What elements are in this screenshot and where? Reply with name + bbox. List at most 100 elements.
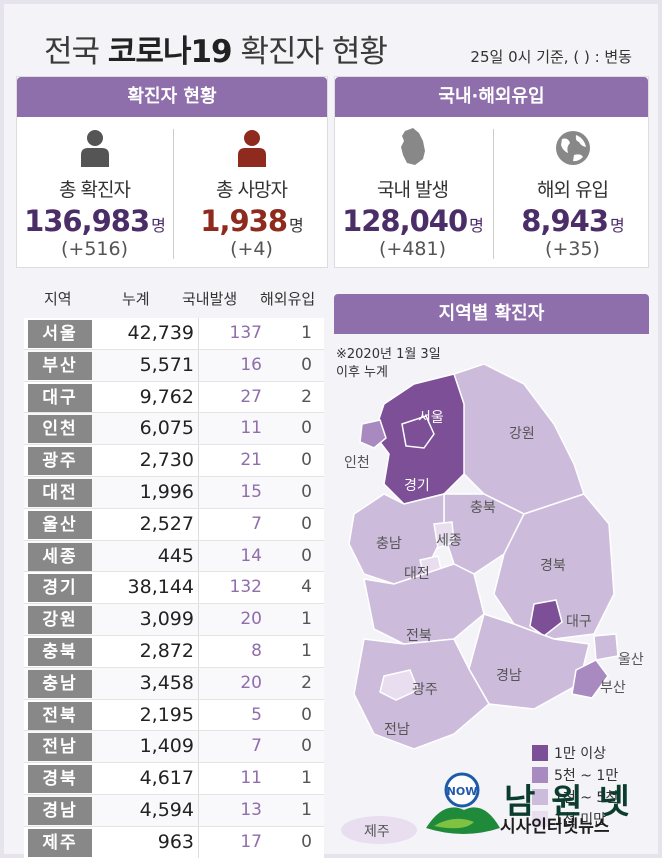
label-jeju: 제주 — [364, 824, 390, 840]
stat-label: 총 확진자 — [59, 179, 131, 201]
divider — [198, 794, 199, 826]
region-name: 광주 — [28, 447, 92, 476]
korea-region-map: 서울 인천 경기 강원 충북 세종 충남 대전 경북 대구 전북 울산 부산 경… — [341, 364, 644, 844]
legend-label: 5천 ~ 1만 — [554, 768, 619, 784]
region-name: 강원 — [28, 606, 92, 635]
namwon-net-emblem: NOW — [426, 772, 500, 834]
table-row: 전남 1,409 7 0 — [24, 731, 324, 764]
table-row: 부산 5,571 16 0 — [24, 349, 324, 382]
namwon-net-logo: NOW 남원넷 시사인터넷뉴스 — [424, 770, 656, 858]
label-gangwon: 강원 — [509, 426, 535, 442]
page-title: 전국 코로나19 확진자 현황 — [44, 34, 388, 70]
domestic-overseas-panel: 국내·해외유입 국내 발생 128,040 명 (+481) 해외 유입 8,94… — [334, 76, 649, 268]
korea-map-icon — [335, 127, 490, 167]
region-name: 대구 — [28, 383, 92, 412]
overseas-cases: 0 — [301, 450, 312, 471]
table-row: 대구 9,762 27 2 — [24, 381, 324, 414]
table-row: 광주 2,730 21 0 — [24, 445, 324, 477]
stat-value: 136,983 명 — [24, 204, 166, 238]
region-name: 전북 — [28, 701, 92, 730]
total-cases: 2,872 — [139, 639, 194, 662]
domestic-cases: 13 — [240, 799, 262, 820]
total-cases: 6,075 — [139, 417, 194, 440]
total-cases: 4,594 — [139, 798, 194, 821]
logo-subtitle: 시사인터넷뉴스 — [500, 817, 610, 837]
overseas-stat: 해외 유입 8,943 명 (+35) — [495, 127, 650, 260]
total-confirmed-stat: 총 확진자 136,983 명 (+516) — [17, 127, 172, 260]
region-name: 충남 — [28, 669, 92, 698]
overseas-cases: 0 — [301, 513, 312, 534]
svg-text:NOW: NOW — [447, 785, 478, 798]
region-jeonbuk — [363, 563, 485, 645]
region-busan — [571, 659, 609, 699]
label-sejong: 세종 — [436, 533, 462, 549]
label-jeonnam: 전남 — [384, 722, 410, 738]
divider — [198, 445, 199, 476]
region-name: 충북 — [28, 637, 92, 666]
logo-name: 남원넷 — [504, 782, 646, 822]
globe-icon — [495, 127, 650, 167]
legend-item: 1만 이상 — [532, 742, 618, 764]
label-jeonbuk: 전북 — [406, 628, 432, 644]
label-seoul: 서울 — [418, 410, 444, 426]
divider — [198, 540, 199, 572]
overseas-cases: 0 — [301, 354, 312, 375]
divider — [198, 349, 199, 381]
domestic-cases: 11 — [240, 418, 262, 439]
stat-label: 해외 유입 — [537, 179, 609, 201]
overseas-cases: 0 — [301, 545, 312, 566]
table-row: 경북 4,617 11 1 — [24, 763, 324, 795]
legend-swatch — [532, 789, 548, 805]
domestic-cases: 132 — [229, 577, 262, 598]
region-gwangju — [379, 669, 419, 701]
col-header-region: 지역 — [44, 290, 72, 308]
table-row: 세종 445 14 0 — [24, 540, 324, 573]
overseas-cases: 0 — [301, 481, 312, 502]
table-row: 충북 2,872 8 1 — [24, 635, 324, 668]
map-heading: 지역별 확진자 — [334, 294, 649, 334]
col-header-overseas: 해외유입 — [260, 290, 316, 308]
divider — [198, 763, 199, 794]
domestic-cases: 11 — [240, 768, 262, 789]
domestic-cases: 21 — [240, 450, 262, 471]
label-daegu: 대구 — [566, 614, 592, 630]
region-gyeongbuk — [493, 493, 615, 640]
stat-change: (+35) — [545, 238, 600, 260]
region-name: 울산 — [28, 510, 92, 539]
divider — [198, 604, 199, 635]
stat-change: (+4) — [230, 238, 273, 260]
region-daegu — [529, 599, 563, 637]
divider — [198, 508, 199, 540]
region-jeonnam — [353, 638, 490, 750]
label-daejeon: 대전 — [404, 566, 430, 582]
divider — [198, 699, 199, 731]
label-gwangju: 광주 — [412, 682, 438, 698]
label-gyeongnam: 경남 — [496, 668, 522, 684]
overseas-cases: 1 — [301, 640, 312, 661]
legend-item: 5천 ~ 1만 — [532, 764, 618, 786]
region-name: 인천 — [28, 415, 92, 444]
total-cases: 9,762 — [139, 385, 194, 408]
infographic-frame: 전국 코로나19 확진자 현황 25일 0시 기준, ( ) : 변동 확진자 … — [4, 4, 658, 858]
legend-swatch — [532, 767, 548, 783]
legend-item: 1천 ~ 5천 — [532, 786, 618, 808]
region-name: 경기 — [28, 574, 92, 603]
total-cases: 38,144 — [127, 576, 194, 599]
stat-change: (+516) — [60, 238, 128, 260]
region-name: 세종 — [28, 542, 92, 571]
total-cases: 2,730 — [139, 449, 194, 472]
total-cases: 1,409 — [139, 735, 194, 758]
basis-note: 25일 0시 기준, ( ) : 변동 — [470, 48, 632, 66]
divider — [198, 635, 199, 667]
overseas-cases: 0 — [301, 736, 312, 757]
region-seoul — [401, 415, 435, 449]
domestic-cases: 15 — [240, 481, 262, 502]
legend-label: 1천 ~ 5천 — [554, 790, 619, 806]
divider — [198, 572, 199, 604]
label-gyeonggi: 경기 — [404, 478, 430, 494]
domestic-stat: 국내 발생 128,040 명 (+481) — [335, 127, 490, 260]
domestic-cases: 137 — [229, 323, 262, 343]
table-row: 서울 42,739 137 1 — [24, 318, 324, 350]
col-header-domestic: 국내발생 — [182, 290, 238, 308]
overseas-cases: 0 — [301, 418, 312, 439]
